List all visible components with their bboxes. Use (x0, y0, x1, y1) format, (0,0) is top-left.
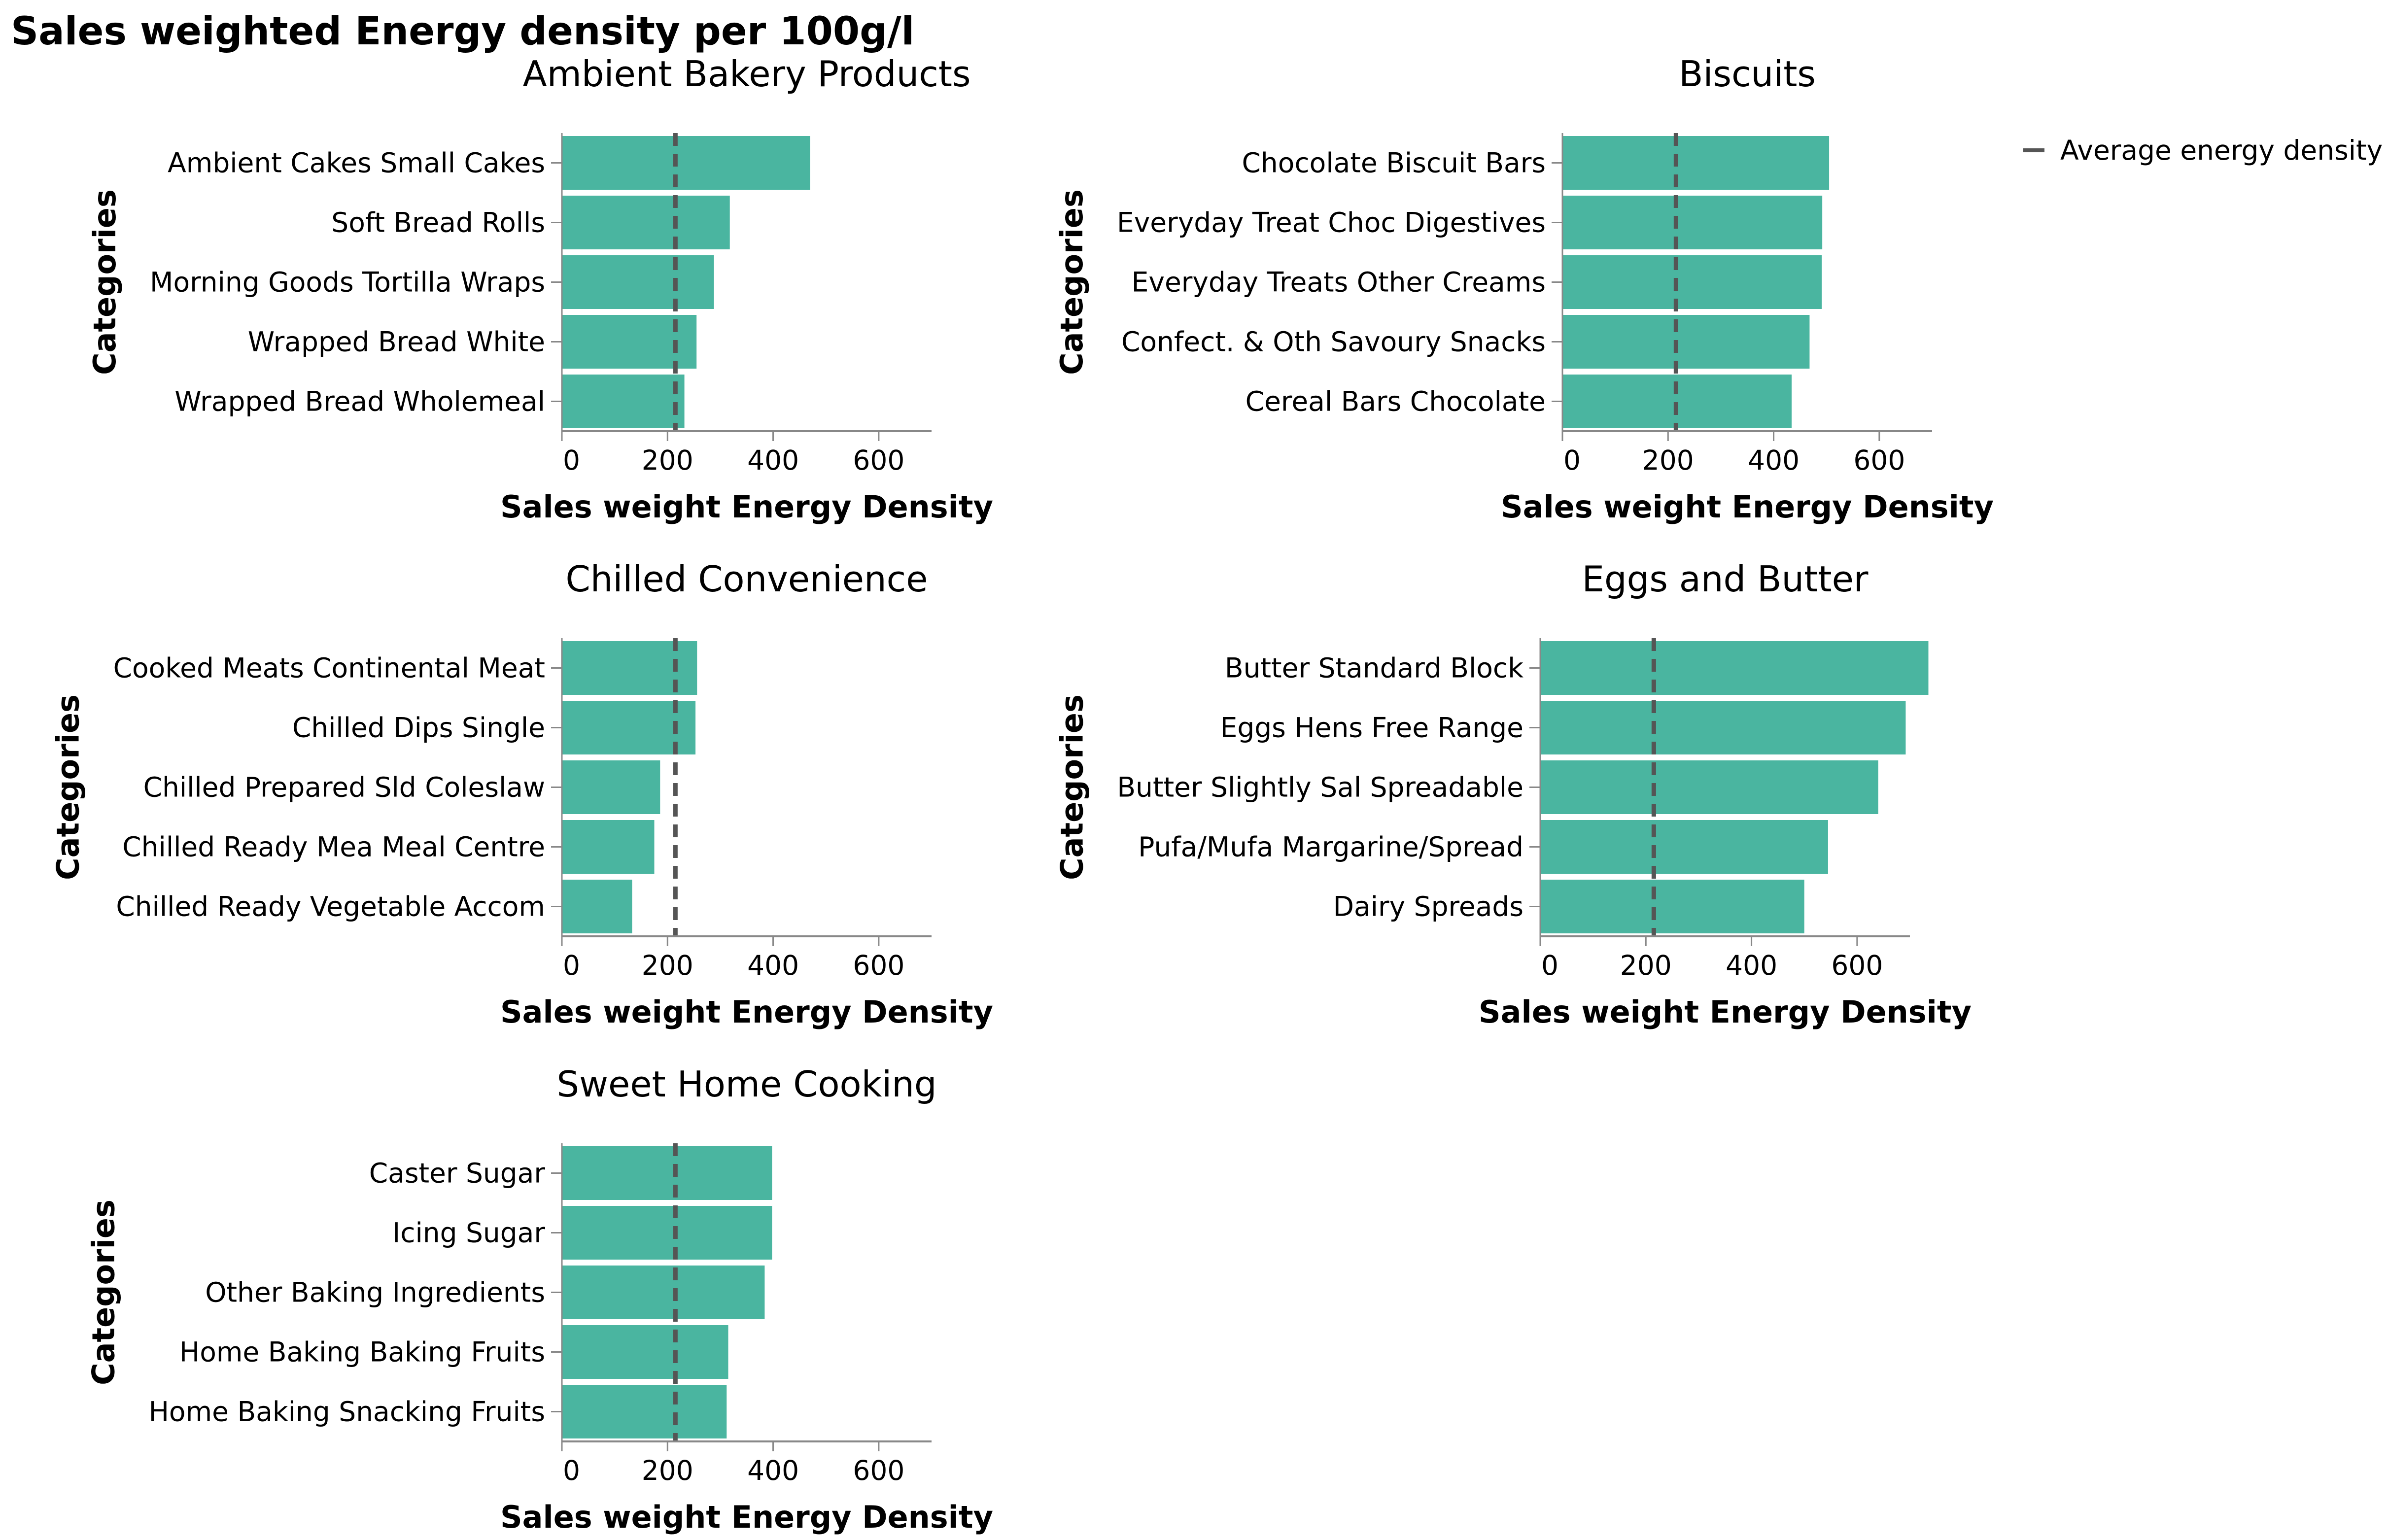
x-tick-label: 400 (1748, 445, 1800, 476)
x-tick-label: 600 (853, 445, 904, 476)
x-axis-title: Sales weight Energy Density (1501, 489, 1994, 525)
y-tick-label: Chilled Dips Single (292, 712, 545, 744)
x-tick-label: 400 (1726, 950, 1777, 981)
y-tick-label: Morning Goods Tortilla Wraps (150, 267, 545, 298)
x-axis-title: Sales weight Energy Density (500, 1499, 993, 1535)
x-tick-label: 200 (1620, 950, 1672, 981)
legend-label: Average energy density (2060, 135, 2383, 166)
y-tick-label: Chocolate Biscuit Bars (1242, 147, 1546, 179)
panel-5: Sweet Home Cooking Caster Sugar Icing Suga… (86, 1063, 993, 1535)
bar (562, 760, 660, 814)
bar (562, 375, 685, 428)
x-tick-label: 400 (747, 950, 799, 981)
bar (562, 196, 730, 249)
y-tick-label: Soft Bread Rolls (331, 207, 545, 239)
bar (1540, 820, 1828, 874)
x-axis-title: Sales weight Energy Density (500, 489, 993, 525)
y-tick-label: Chilled Ready Mea Meal Centre (122, 831, 545, 863)
y-tick-label: Chilled Prepared Sld Coleslaw (143, 772, 545, 803)
panel-title: Ambient Bakery Products (522, 53, 970, 95)
bar (1540, 880, 1804, 933)
bar (1562, 196, 1823, 249)
x-tick-label: 0 (563, 1455, 580, 1486)
x-tick-label: 200 (1642, 445, 1694, 476)
chart-title: Sales weighted Energy density per 100g/l (11, 9, 914, 54)
panel-title: Biscuits (1679, 53, 1816, 95)
panel-title: Eggs and Butter (1582, 558, 1868, 600)
y-tick-label: Everyday Treats Other Creams (1132, 267, 1546, 298)
y-tick-label: Everyday Treat Choc Digestives (1117, 207, 1546, 239)
bar (1540, 701, 1906, 754)
y-tick-label: Dairy Spreads (1333, 891, 1523, 923)
y-tick-label: Caster Sugar (369, 1158, 546, 1189)
x-axis-title: Sales weight Energy Density (1479, 994, 1972, 1030)
bar (562, 1325, 728, 1379)
y-tick-label: Other Baking Ingredients (205, 1277, 545, 1308)
panel-1: Ambient Bakery Products Ambient Cakes Sma… (87, 53, 993, 525)
y-tick-label: Confect. & Oth Savoury Snacks (1121, 326, 1546, 358)
panel-title: Sweet Home Cooking (556, 1063, 936, 1105)
y-tick-label: Cooked Meats Continental Meat (113, 652, 545, 684)
bar (562, 1266, 765, 1319)
panel-2: Biscuits Chocolate Biscuit Bars Everyday T… (1054, 53, 1994, 525)
x-tick-label: 0 (1541, 950, 1558, 981)
bar (1540, 760, 1878, 814)
x-tick-label: 0 (1563, 445, 1581, 476)
bar (562, 1206, 772, 1260)
y-axis-title: Categories (87, 189, 123, 375)
legend: Average energy density (2023, 135, 2383, 166)
y-tick-label: Home Baking Baking Fruits (179, 1336, 545, 1368)
bar (562, 1146, 772, 1200)
x-tick-label: 400 (747, 445, 799, 476)
y-tick-label: Ambient Cakes Small Cakes (168, 147, 545, 179)
panel-title: Chilled Convenience (565, 558, 928, 600)
bar (1562, 255, 1822, 309)
y-tick-label: Pufa/Mufa Margarine/Spread (1138, 831, 1523, 863)
x-tick-label: 0 (563, 950, 580, 981)
y-tick-label: Home Baking Snacking Fruits (149, 1396, 545, 1428)
bar (1562, 315, 1810, 369)
y-tick-label: Wrapped Bread White (248, 326, 545, 358)
y-axis-title: Categories (86, 1199, 122, 1385)
y-axis-title: Categories (1054, 189, 1090, 375)
bar (562, 880, 632, 933)
y-tick-label: Icing Sugar (392, 1217, 545, 1249)
x-tick-label: 400 (747, 1455, 799, 1486)
bar (1540, 641, 1929, 695)
y-tick-label: Eggs Hens Free Range (1220, 712, 1523, 744)
y-axis-title: Categories (50, 694, 86, 880)
bar (1562, 136, 1830, 190)
y-tick-label: Wrapped Bread Wholemeal (174, 386, 545, 417)
x-tick-label: 600 (853, 950, 904, 981)
bar (562, 820, 655, 874)
x-tick-label: 200 (642, 950, 693, 981)
x-tick-label: 200 (642, 1455, 693, 1486)
y-axis-title: Categories (1054, 694, 1090, 880)
panel-3: Chilled Convenience Cooked Meats Continen… (50, 558, 993, 1030)
x-tick-label: 200 (642, 445, 693, 476)
y-tick-label: Cereal Bars Chocolate (1246, 386, 1546, 417)
x-tick-label: 600 (1853, 445, 1905, 476)
x-tick-label: 0 (563, 445, 580, 476)
bar (562, 136, 810, 190)
x-tick-label: 600 (853, 1455, 904, 1486)
bar (562, 1385, 727, 1438)
y-tick-label: Butter Slightly Sal Spreadable (1117, 772, 1523, 803)
x-tick-label: 600 (1831, 950, 1883, 981)
y-tick-label: Chilled Ready Vegetable Accom (116, 891, 545, 923)
x-axis-title: Sales weight Energy Density (500, 994, 993, 1030)
panel-4: Eggs and Butter Butter Standard Block Eggs… (1054, 558, 1972, 1030)
bar (562, 255, 714, 309)
y-tick-label: Butter Standard Block (1225, 652, 1523, 684)
